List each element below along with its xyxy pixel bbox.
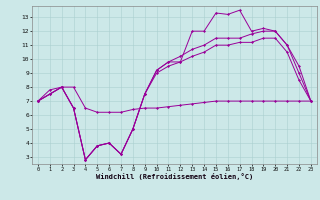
X-axis label: Windchill (Refroidissement éolien,°C): Windchill (Refroidissement éolien,°C) xyxy=(96,173,253,180)
